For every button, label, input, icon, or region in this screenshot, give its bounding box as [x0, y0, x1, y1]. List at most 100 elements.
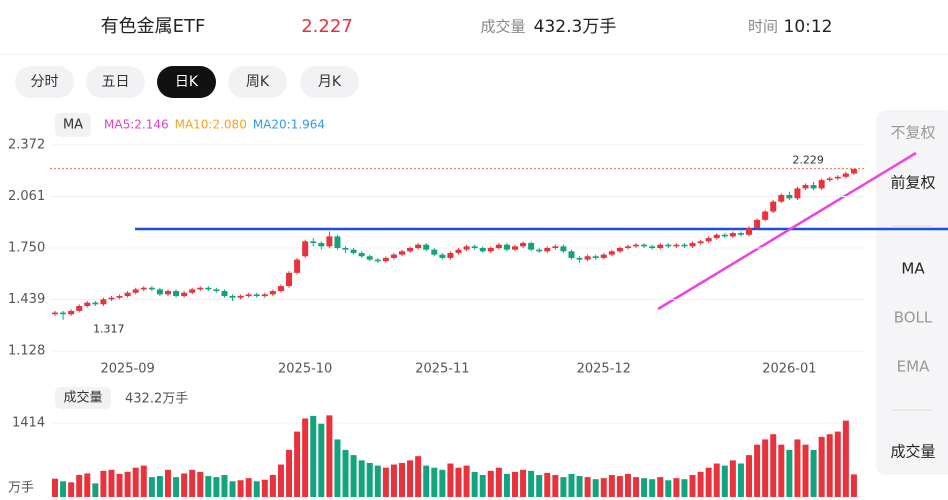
candle-body: [737, 233, 744, 235]
volume-bar: [100, 470, 107, 497]
indicator-option[interactable]: MA: [901, 260, 925, 278]
candle-body: [649, 246, 656, 248]
volume-title: 成交量: [63, 390, 102, 406]
tab-bg[interactable]: [15, 66, 74, 98]
volume-bar: [189, 469, 196, 497]
candle-body: [584, 256, 591, 260]
candle-body: [641, 244, 648, 247]
y-tick-label: 2.061: [8, 189, 45, 204]
volume-bar: [124, 471, 131, 497]
volume: 432.3万手: [534, 17, 617, 37]
x-tick-label: 2026-01: [762, 362, 816, 377]
price: 2.227: [301, 16, 353, 37]
tab-bg[interactable]: [157, 66, 216, 98]
ma-legend: MA5:2.146: [104, 118, 169, 132]
volume-bar: [269, 475, 276, 497]
candle-body: [205, 287, 212, 290]
adjust-option[interactable]: 前复权: [890, 174, 935, 192]
volume-bar: [746, 455, 753, 497]
side-bottom[interactable]: 成交量: [890, 443, 935, 461]
volume-bar: [261, 479, 268, 497]
x-tick-label: 2025-09: [100, 362, 154, 377]
ma-legend: MA10:2.080: [175, 118, 247, 132]
volume-bar: [358, 460, 365, 497]
volume-bar: [390, 464, 397, 497]
tab[interactable]: 月K: [318, 74, 342, 90]
volume-bar: [503, 473, 510, 497]
candle-body: [124, 292, 131, 297]
candle-body: [358, 252, 365, 257]
volume-bar: [673, 478, 680, 497]
volume-bar: [576, 476, 583, 497]
indicator-option[interactable]: EMA: [897, 358, 930, 376]
candle-body: [334, 236, 341, 248]
candle-body: [770, 201, 777, 212]
candle-body: [229, 296, 236, 298]
volume-bar: [802, 444, 809, 497]
volume-bar: [778, 444, 785, 497]
low-label: 1.317: [93, 323, 125, 336]
tab-bg[interactable]: [86, 66, 145, 98]
volume-bar: [310, 415, 317, 497]
volume-bar: [818, 436, 825, 497]
volume-bar: [76, 475, 83, 497]
candle-body: [520, 243, 527, 247]
candle-body: [100, 299, 107, 305]
tab[interactable]: 分时: [31, 74, 59, 90]
volume-bar: [616, 476, 623, 497]
volume-bar: [205, 476, 212, 497]
candle-body: [721, 234, 728, 237]
adjust-option[interactable]: 不复权: [890, 124, 935, 142]
indicator-option[interactable]: BOLL: [894, 309, 933, 327]
volume-bar: [302, 418, 309, 497]
volume-bar: [237, 480, 244, 497]
candle-body: [794, 188, 801, 199]
candle-body: [116, 296, 123, 298]
tab[interactable]: 五日: [102, 74, 130, 90]
volume-bar: [520, 469, 527, 497]
volume-bar: [108, 469, 115, 497]
candle-body: [431, 249, 438, 255]
candle-body: [399, 251, 406, 255]
indicator: MA: [63, 118, 83, 133]
tab-bg[interactable]: [300, 66, 359, 98]
time: 10:12: [784, 17, 833, 37]
candle-body: [294, 259, 301, 273]
volume-bar: [423, 465, 430, 497]
high-label: 2.229: [792, 154, 824, 167]
candle-body: [68, 310, 75, 315]
volume-bar: [229, 481, 236, 497]
candle-body: [326, 236, 333, 247]
candle-body: [407, 248, 414, 252]
candle-body: [689, 243, 696, 247]
volume-bar: [471, 471, 478, 497]
candle-body: [84, 302, 91, 306]
volume-value: 432.2万手: [125, 392, 188, 407]
volume-bar: [60, 481, 67, 497]
candle-body: [350, 249, 357, 253]
candle-body: [536, 249, 543, 252]
volume-bar: [487, 470, 494, 497]
volume-bar: [794, 439, 801, 497]
volume-bar: [68, 482, 75, 497]
volume-bar: [689, 475, 696, 497]
volume-bar: [681, 479, 688, 497]
tab-bg[interactable]: [228, 66, 287, 98]
candle-body: [762, 211, 769, 220]
volume-bar: [600, 478, 607, 497]
volume-bar: [544, 472, 551, 497]
tab[interactable]: 周K: [246, 74, 270, 90]
candle-body: [681, 244, 688, 247]
volume-bar: [568, 473, 575, 497]
volume-tick-label: 1414: [12, 416, 45, 431]
volume-bar: [560, 477, 567, 497]
candle-body: [164, 291, 171, 295]
tab[interactable]: 日K: [175, 74, 199, 90]
volume-bar: [713, 463, 720, 497]
volume-bar: [624, 473, 631, 497]
candle-body: [245, 294, 252, 297]
volume-bar: [286, 449, 293, 497]
candle-body: [850, 169, 857, 174]
volume-bar: [552, 475, 559, 497]
